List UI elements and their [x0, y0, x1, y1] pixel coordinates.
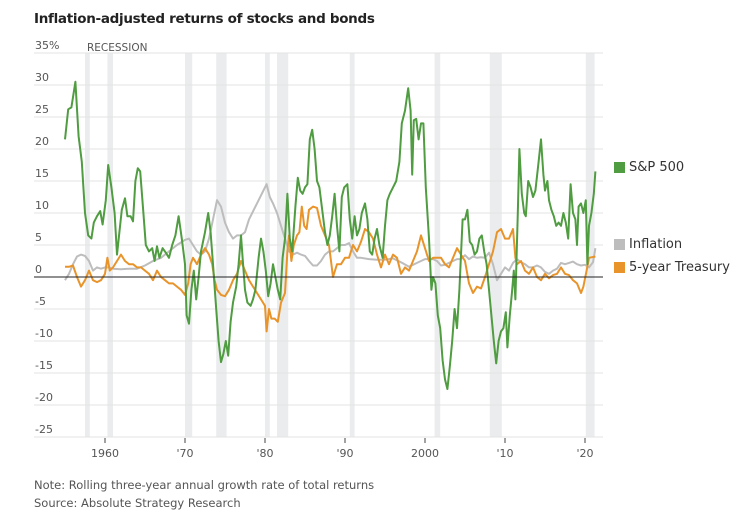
y-tick-label: 25 — [35, 103, 49, 116]
y-tick-label: 0 — [35, 263, 42, 276]
legend-item-sp500: S&P 500 — [614, 160, 684, 175]
series-lines — [64, 80, 597, 390]
footer-source: Source: Absolute Strategy Research — [34, 496, 241, 510]
y-axis-ticks: 35% 30 25 20 15 10 5 0 -5 -10 -15 -20 -25 — [35, 39, 59, 436]
series-line-s-p-500 — [64, 80, 597, 390]
legend-label-sp500: S&P 500 — [629, 160, 685, 175]
y-tick-label: 30 — [35, 71, 49, 84]
series-line-5-year-treasury — [65, 205, 596, 333]
y-tick-label: -10 — [35, 327, 53, 340]
y-tick-label: -25 — [35, 423, 53, 436]
x-axis: 1960 '70 '80 '90 2000 '10 '20 — [34, 436, 603, 460]
recession-label: RECESSION — [87, 42, 147, 54]
x-tick-label: '80 — [256, 447, 273, 460]
x-tick-label: '10 — [496, 447, 513, 460]
x-tick-label: '70 — [176, 447, 193, 460]
x-tick-label: 1960 — [91, 447, 119, 460]
y-tick-label: -15 — [35, 359, 53, 372]
y-tick-label: 15 — [35, 167, 49, 180]
y-tick-label: -20 — [35, 391, 53, 404]
legend-swatch-treasury — [614, 262, 625, 273]
y-tick-label: 10 — [35, 199, 49, 212]
legend-label-inflation: Inflation — [629, 237, 683, 252]
legend-item-treasury: 5-year Treasury — [614, 260, 730, 275]
legend-swatch-sp500 — [614, 162, 625, 173]
x-tick-label: '20 — [576, 447, 593, 460]
x-tick-label: '90 — [336, 447, 353, 460]
y-tick-label: -5 — [35, 295, 46, 308]
x-tick-label: 2000 — [411, 447, 439, 460]
legend-label-treasury: 5-year Treasury — [629, 260, 730, 275]
y-tick-label: 35% — [35, 39, 59, 52]
y-tick-label: 20 — [35, 135, 49, 148]
legend-item-inflation: Inflation — [614, 237, 682, 252]
y-tick-label: 5 — [35, 231, 42, 244]
chart-title: Inflation-adjusted returns of stocks and… — [34, 11, 375, 27]
footer-note: Note: Rolling three-year annual growth r… — [34, 478, 375, 492]
legend-swatch-inflation — [614, 239, 625, 250]
